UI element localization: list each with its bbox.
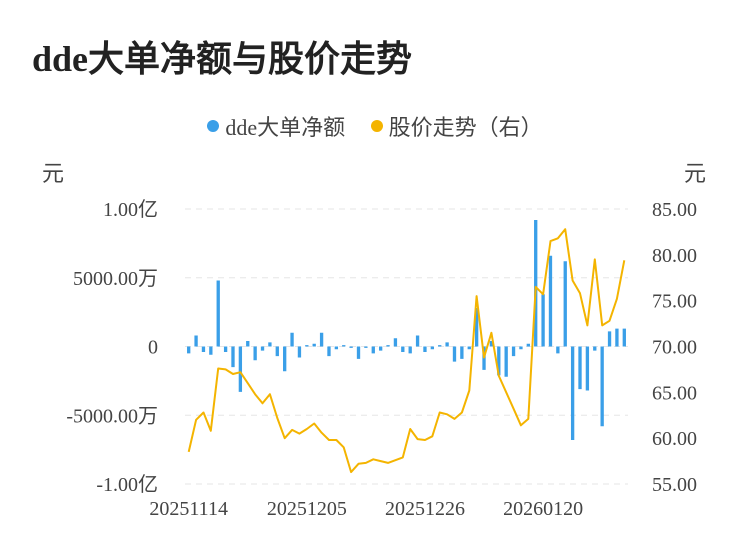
dde-bar xyxy=(238,346,243,392)
dde-bar xyxy=(556,346,560,354)
right-tick-label: 55.00 xyxy=(652,474,697,496)
dde-bar xyxy=(305,345,309,347)
dde-bar xyxy=(607,331,612,347)
dde-bar xyxy=(489,341,494,347)
dde-bar xyxy=(548,255,553,347)
dde-bar xyxy=(275,346,279,357)
dde-bar xyxy=(415,335,420,347)
dde-bar xyxy=(231,346,235,368)
dde-bar xyxy=(438,345,442,347)
legend: dde大单净额 股价走势（右） xyxy=(0,110,750,142)
dde-bar xyxy=(201,346,206,352)
dde-bar xyxy=(445,342,449,347)
dde-bar xyxy=(223,346,228,352)
dde-bar xyxy=(216,280,220,347)
left-tick-label: -1.00亿 xyxy=(96,473,158,496)
dde-bar xyxy=(504,346,508,377)
dde-bar xyxy=(246,341,250,347)
left-tick-label: 0 xyxy=(148,337,158,359)
dde-bar xyxy=(327,346,331,357)
dde-bar xyxy=(578,346,582,390)
dde-bar xyxy=(519,346,523,350)
x-tick-label: 20251226 xyxy=(385,498,465,520)
x-tick-label: 20251114 xyxy=(149,498,228,520)
dde-bar xyxy=(290,332,294,347)
dde-bar xyxy=(467,346,471,350)
dde-bar xyxy=(460,346,464,359)
right-tick-label: 75.00 xyxy=(652,291,697,313)
dde-bar xyxy=(600,346,604,427)
dde-bar xyxy=(497,346,501,376)
dde-bar xyxy=(430,346,435,350)
dde-bar xyxy=(511,346,516,357)
dde-bar xyxy=(312,343,316,347)
dde-bar xyxy=(423,346,427,352)
legend-label-price: 股价走势（右） xyxy=(388,115,543,140)
right-tick-label: 85.00 xyxy=(652,199,697,221)
right-tick-label: 60.00 xyxy=(652,428,697,450)
right-axis-unit: 元 xyxy=(684,161,707,186)
dde-bar xyxy=(474,308,479,347)
left-tick-label: -5000.00万 xyxy=(66,405,158,427)
dde-bar xyxy=(563,261,567,347)
dde-bar xyxy=(283,346,287,372)
dde-bar xyxy=(585,346,590,391)
dde-bar xyxy=(342,345,346,347)
dde-bar xyxy=(319,332,324,347)
right-tick-label: 70.00 xyxy=(652,337,697,359)
legend-item-price[interactable]: 股价走势（右） xyxy=(370,110,543,142)
dde-bar xyxy=(622,328,626,347)
left-tick-label: 5000.00万 xyxy=(73,268,158,290)
x-tick-label: 20260120 xyxy=(503,498,583,520)
dde-bar xyxy=(297,346,302,358)
dde-bar xyxy=(371,346,375,354)
dde-bar xyxy=(356,346,361,359)
left-tick-label: 1.00亿 xyxy=(103,198,158,221)
right-tick-label: 65.00 xyxy=(652,382,697,404)
x-tick-label: 20251205 xyxy=(267,498,347,520)
dde-bar xyxy=(615,328,619,347)
right-tick-label: 80.00 xyxy=(652,245,697,267)
dde-bar xyxy=(401,346,405,352)
legend-label-dde: dde大单净额 xyxy=(225,115,346,140)
dde-bar xyxy=(593,346,597,351)
dde-bar xyxy=(253,346,257,361)
legend-item-dde[interactable]: dde大单净额 xyxy=(207,110,345,142)
chart-title: dde大单净额与股价走势 xyxy=(32,39,413,79)
dde-bar xyxy=(386,345,390,347)
dde-bar xyxy=(209,346,213,355)
price-line xyxy=(187,228,626,474)
dde-bar xyxy=(260,346,265,351)
dde-bar xyxy=(526,343,530,347)
dde-bar xyxy=(452,346,457,362)
dde-bar xyxy=(541,294,545,347)
legend-dot-price xyxy=(370,120,383,132)
left-axis-unit: 元 xyxy=(42,161,65,186)
dde-bar xyxy=(349,346,353,348)
dde-bar xyxy=(393,338,398,347)
dde-bar xyxy=(194,335,198,347)
dde-bar xyxy=(534,220,538,347)
dde-bar xyxy=(268,342,272,347)
dde-bar xyxy=(570,346,575,440)
dde-bar xyxy=(378,346,383,351)
dde-bar xyxy=(408,346,412,354)
legend-dot-dde xyxy=(207,120,220,132)
dde-bar xyxy=(334,346,339,350)
dde-bar xyxy=(187,346,191,354)
dde-bar xyxy=(364,346,368,348)
